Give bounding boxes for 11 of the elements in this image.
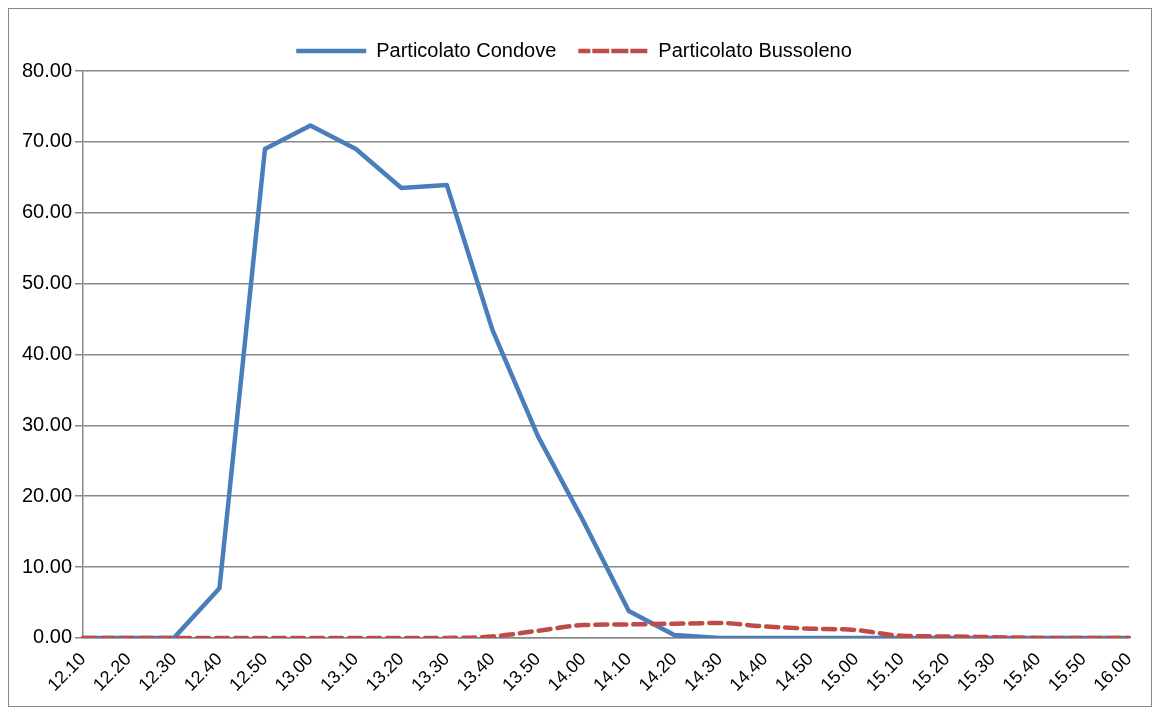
y-tick-label: 50.00	[21, 271, 73, 294]
y-tick-label: 60.00	[21, 200, 73, 223]
y-tick-label: 30.00	[21, 412, 73, 435]
y-tick-label: 10.00	[21, 554, 73, 577]
legend-label: Particolato Bussoleno	[658, 38, 852, 61]
y-tick-label: 40.00	[21, 341, 73, 364]
y-tick-label: 80.00	[21, 58, 73, 81]
legend-label: Particolato Condove	[376, 38, 557, 61]
y-tick-label: 20.00	[21, 483, 73, 506]
y-tick-label: 0.00	[33, 625, 73, 648]
y-tick-label: 70.00	[21, 129, 73, 152]
